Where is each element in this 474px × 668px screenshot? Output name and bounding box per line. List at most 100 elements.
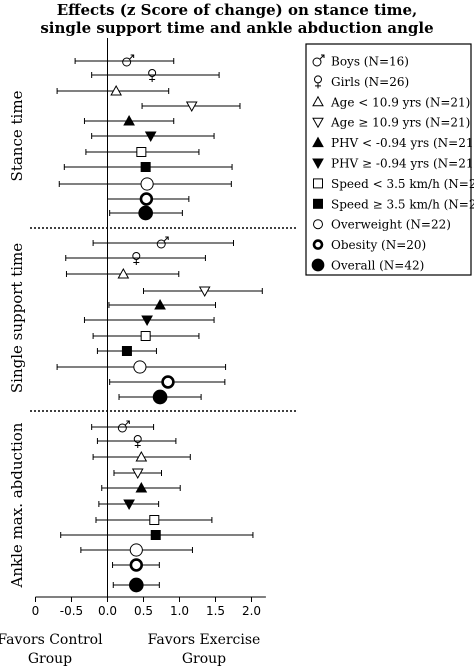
forest-row-g3-r4: [113, 468, 162, 480]
triangle-down-marker: [312, 117, 324, 129]
forest-row-g3-r3: [92, 450, 191, 462]
legend-item-2: Girls (N=26): [314, 75, 409, 89]
circle-filled-marker: [152, 389, 168, 405]
forest-row-g1-r10: [107, 192, 190, 206]
legend-label-8: Speed ≥ 3.5 km/h (N=21): [331, 197, 474, 211]
male-symbol-head: [165, 236, 169, 240]
circle-filled-marker: [311, 258, 325, 272]
x-label-control-line2: Group: [28, 651, 72, 667]
plot-frame: [30, 38, 298, 597]
forest-row-g2-r5: [108, 298, 216, 310]
male-symbol-circle: [156, 239, 166, 249]
forest-row-g3-r2: [96, 435, 177, 448]
chart-title-line-2: single support time and ankle abduction …: [40, 19, 434, 37]
legend-item-10: Obesity (N=20): [312, 238, 426, 252]
legend-label-1: Boys (N=16): [331, 55, 409, 69]
triangle-up-marker: [135, 450, 148, 462]
x-label-exercise-line2: Group: [182, 651, 226, 667]
x-tick-label-3: 0.5: [134, 604, 153, 618]
forest-row-g2-r9: [56, 360, 227, 374]
circle-bold-marker: [161, 375, 175, 389]
legend-label-11: Overall (N=42): [331, 259, 424, 273]
legend-label-9: Overweight (N=22): [331, 218, 451, 232]
forest-row-g1-r7: [85, 147, 200, 157]
legend-box: [305, 43, 472, 276]
legend-label-6: PHV ≥ -0.94 yrs (N=21): [331, 157, 474, 171]
square-marker: [149, 515, 160, 525]
x-label-exercise-line1: Favors Exercise: [148, 632, 261, 648]
triangle-up-marker: [135, 481, 148, 493]
legend-item-7: Speed < 3.5 km/h (N=21): [313, 177, 474, 191]
square-marker: [150, 530, 161, 540]
group-label-2: Single support time: [8, 243, 26, 393]
forest-row-g2-r6: [83, 315, 215, 327]
forest-row-g2-r11: [118, 389, 202, 405]
forest-row-g3-r11: [112, 577, 160, 593]
male-symbol-arrow: [163, 236, 169, 242]
forest-rows: [56, 54, 263, 593]
legend-item-4: Age ≥ 10.9 yrs (N=21): [312, 116, 470, 130]
male-symbol-head: [130, 54, 135, 58]
male-symbol-circle: [312, 57, 322, 67]
legend-item-9: Overweight (N=22): [313, 218, 451, 232]
forest-row-g2-r3: [65, 267, 180, 279]
male-symbol-arrow: [124, 420, 130, 426]
legend-label-7: Speed < 3.5 km/h (N=21): [331, 177, 474, 191]
forest-row-g2-r8: [96, 346, 157, 356]
triangle-down-marker: [144, 131, 157, 143]
legend-item-3: Age < 10.9 yrs (N=21): [312, 95, 470, 109]
square-marker: [313, 198, 323, 209]
forest-row-g2-r10: [109, 375, 226, 389]
forest-row-g1-r4: [141, 101, 241, 113]
triangle-up-marker: [123, 114, 135, 126]
male-symbol-head: [126, 420, 130, 424]
triangle-up-marker: [312, 136, 324, 148]
legend: Boys (N=16) Girls (N=26) Age < 10.9 yrs (N…: [305, 43, 474, 276]
x-axis: 0 -0.5 0.0 0.5 1.0 1.5 2.0 Favors Control Group F…: [0, 596, 266, 667]
forest-row-g2-r7: [92, 331, 200, 341]
circle-bold-marker: [312, 239, 324, 250]
circle-bold-marker: [139, 192, 154, 206]
male-symbol-circle: [117, 423, 127, 433]
triangle-down-marker: [123, 499, 135, 511]
x-tick-label-5: 1.5: [206, 604, 225, 618]
forest-row-g1-r2: [91, 69, 220, 82]
chart-title-line-1: Effects (z Score of change) on stance ti…: [56, 1, 418, 19]
square-marker: [136, 147, 147, 157]
forest-row-g2-r4: [143, 286, 263, 298]
male-symbol-arrow: [129, 54, 135, 60]
group-label-1: Stance time: [8, 90, 26, 181]
triangle-down-marker: [312, 158, 324, 170]
forest-row-g2-r1: [92, 236, 234, 249]
forest-row-g3-r5: [101, 481, 181, 493]
forest-row-g1-r1: [74, 54, 175, 67]
forest-row-g1-r5: [83, 114, 175, 126]
circle-filled-marker: [128, 577, 144, 593]
group-labels: Stance time Single support time Ankle max.…: [8, 90, 26, 588]
forest-row-g3-r7: [95, 515, 213, 525]
square-marker: [313, 178, 323, 189]
legend-item-6: PHV ≥ -0.94 yrs (N=21): [312, 157, 474, 171]
legend-label-5: PHV < -0.94 yrs (N=21): [331, 136, 474, 150]
circle-filled-marker: [138, 205, 153, 221]
forest-row-g1-r3: [56, 84, 170, 96]
forest-row-g3-r1: [91, 420, 155, 433]
forest-row-g3-r9: [80, 543, 193, 557]
triangle-up-marker: [110, 84, 122, 96]
legend-label-2: Girls (N=26): [331, 75, 409, 89]
group-label-3: Ankle max. abduction: [8, 422, 26, 588]
circle-open-marker: [133, 360, 147, 374]
legend-label-10: Obesity (N=20): [331, 238, 426, 252]
male-symbol-circle: [122, 57, 132, 67]
forest-row-g1-r8: [63, 162, 233, 172]
legend-label-4: Age ≥ 10.9 yrs (N=21): [330, 116, 470, 130]
circle-open-marker: [140, 177, 154, 191]
triangle-down-marker: [141, 315, 153, 327]
forest-row-g1-r11: [109, 205, 183, 221]
forest-row-g3-r6: [98, 499, 160, 511]
x-tick-label-6: 2.0: [242, 604, 261, 618]
legend-item-11: Overall (N=42): [311, 258, 424, 273]
x-label-control-line1: Favors Control: [0, 632, 103, 648]
forest-row-g1-r6: [91, 131, 215, 143]
